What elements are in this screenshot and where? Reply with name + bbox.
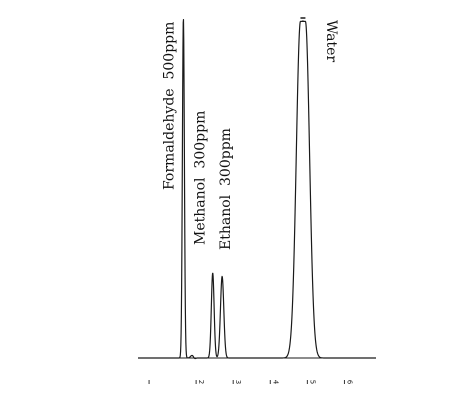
chromatogram-trace xyxy=(137,19,377,360)
x-tick-label-3: 4 xyxy=(271,380,279,385)
water-peak-saturated-top xyxy=(300,17,306,22)
x-tick-label-4: 5 xyxy=(308,380,316,384)
x-axis-ticks: 2 3 4 5 6 xyxy=(148,380,353,385)
peak-labels: Formaldehyde 500ppm Methanol 300ppm Ethano… xyxy=(161,20,339,250)
peak-label-2: Ethanol 300ppm xyxy=(218,128,234,250)
peak-label-3: Water xyxy=(323,20,339,62)
x-tick-label-2: 3 xyxy=(234,380,242,384)
x-tick-label-5: 6 xyxy=(345,380,353,385)
peak-label-0: Formaldehyde 500ppm xyxy=(161,22,177,190)
x-tick-label-1: 2 xyxy=(197,380,205,384)
peak-label-1: Methanol 300ppm xyxy=(193,111,209,245)
